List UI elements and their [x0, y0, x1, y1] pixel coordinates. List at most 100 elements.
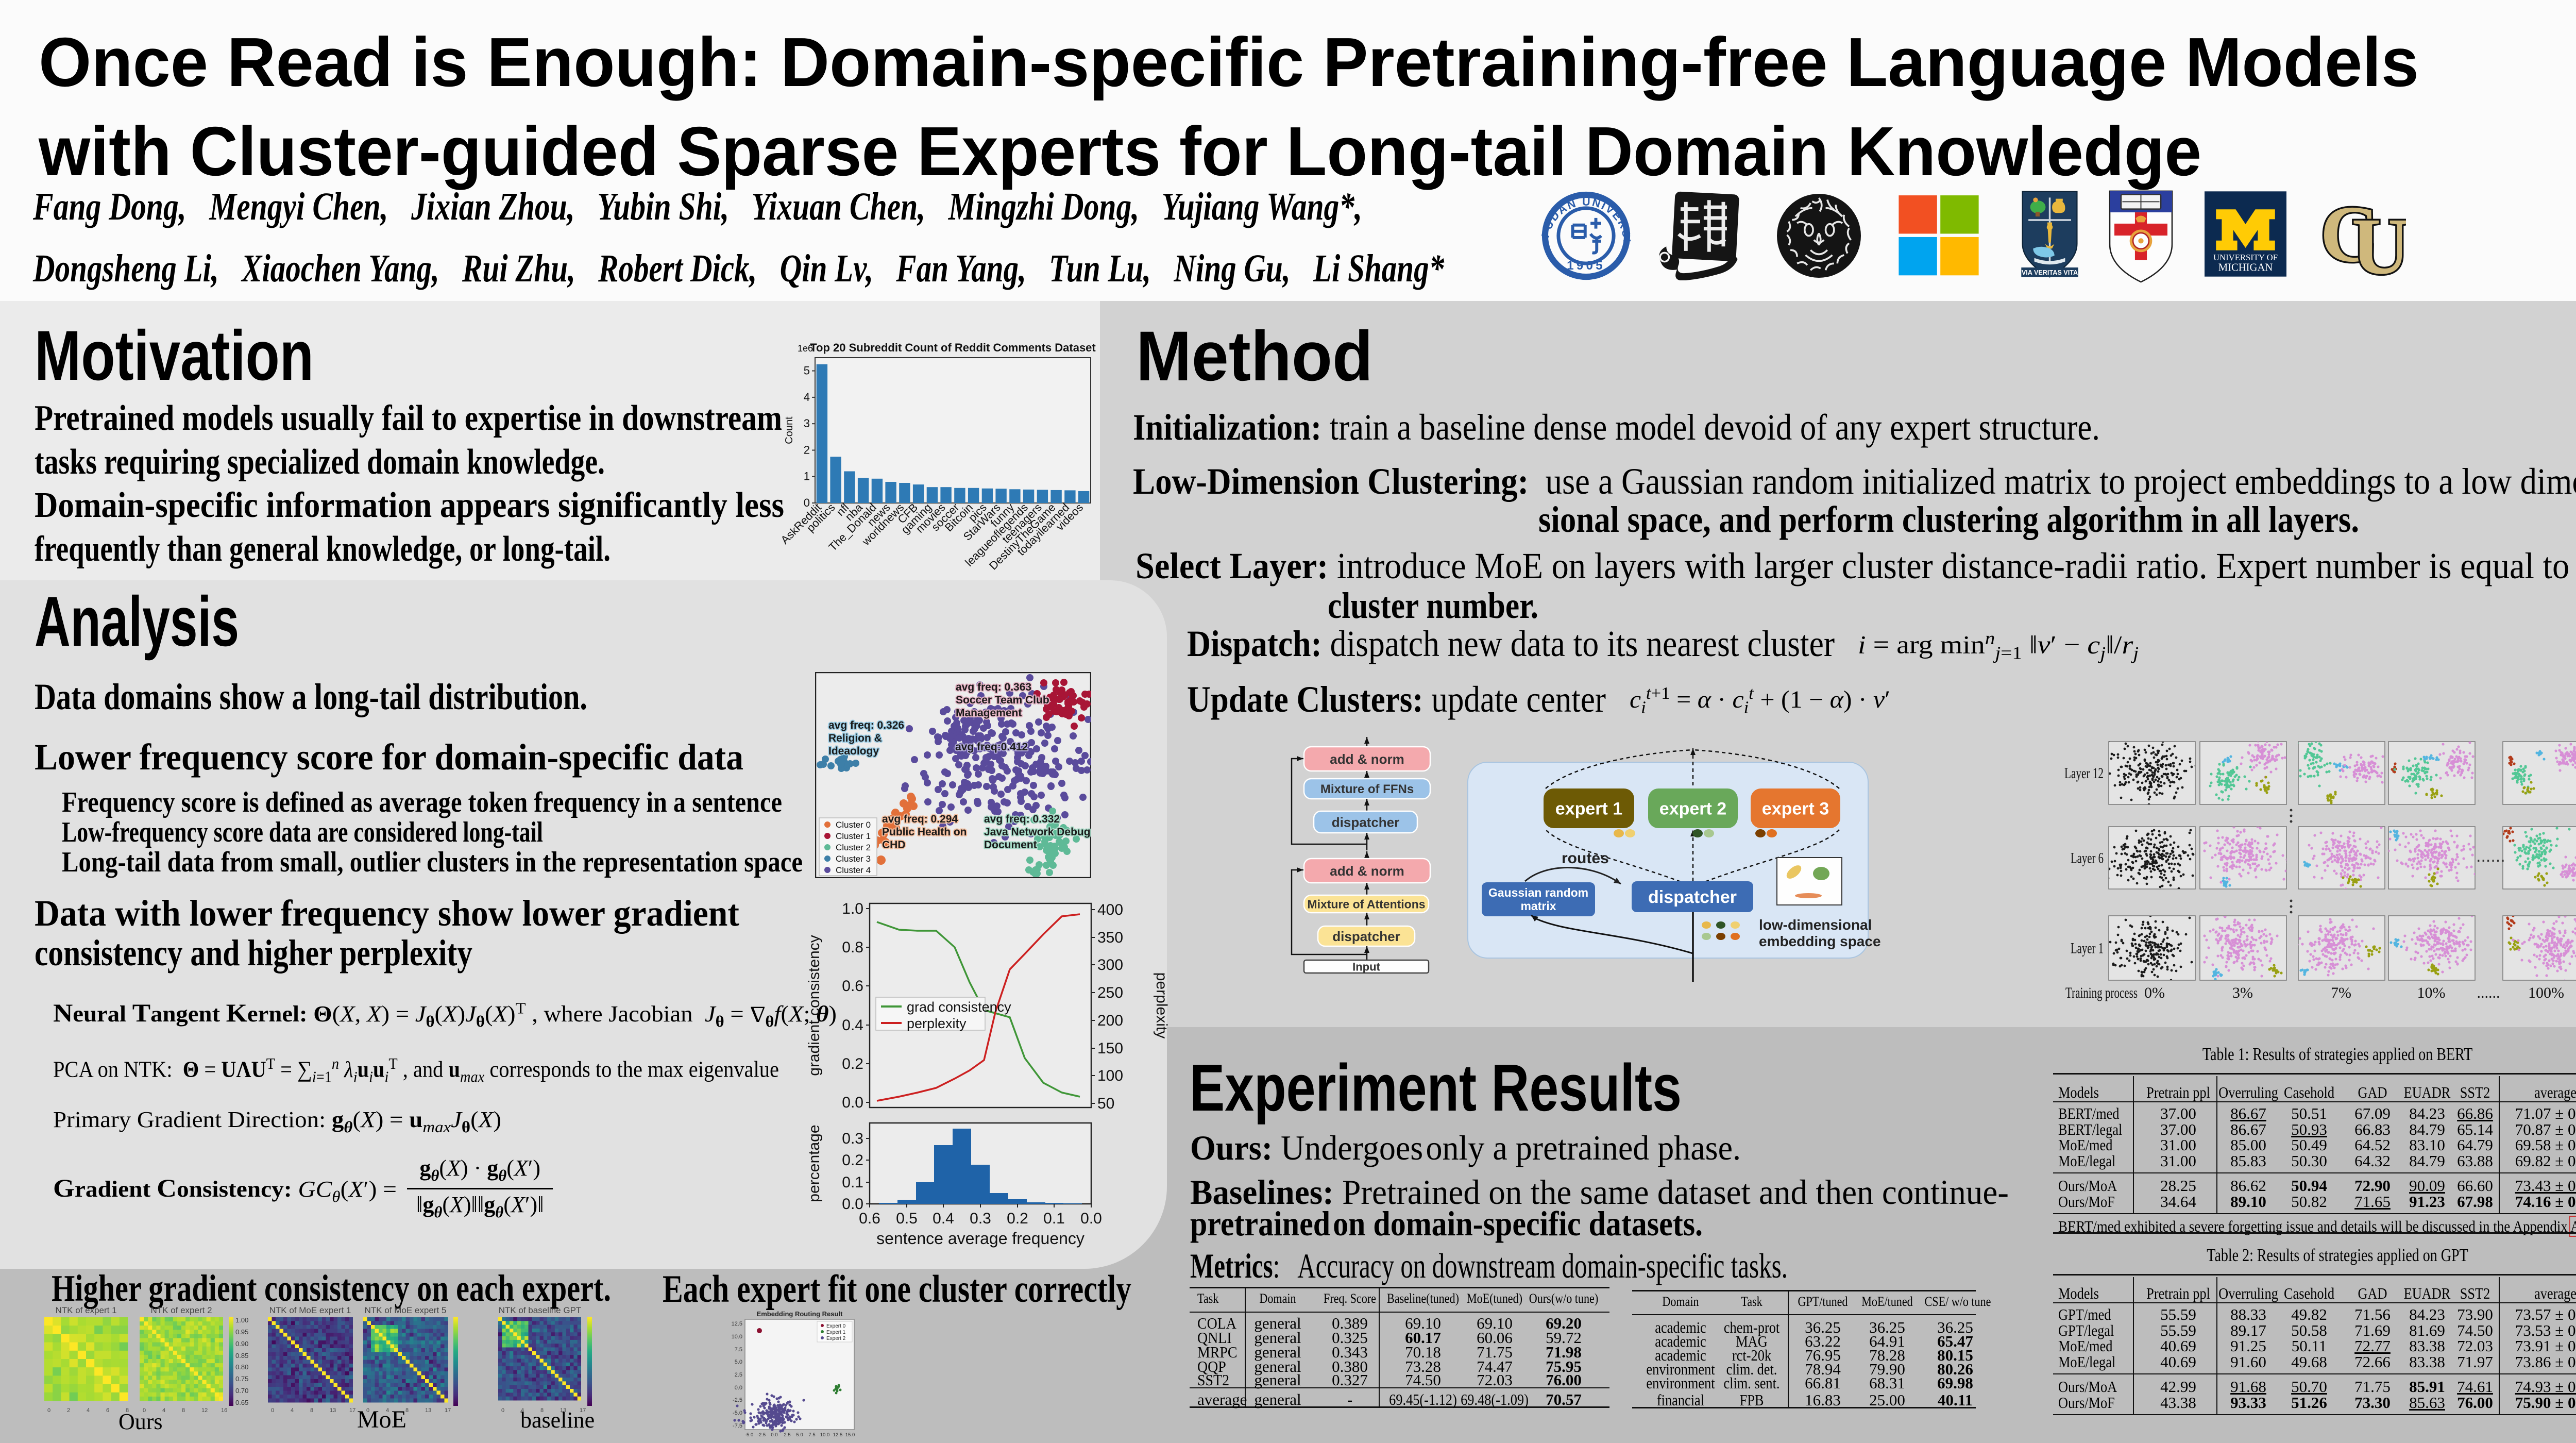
- svg-text:Mixture of FFNs: Mixture of FFNs: [1320, 782, 1414, 796]
- svg-text:Mixture of Attentions: Mixture of Attentions: [1307, 897, 1425, 911]
- svg-text:matrix: matrix: [1520, 899, 1556, 913]
- svg-text:Ideaology: Ideaology: [828, 745, 879, 757]
- svg-text:12: 12: [201, 1407, 208, 1414]
- svg-text:4: 4: [291, 1407, 294, 1414]
- svg-text:0.2: 0.2: [842, 1152, 863, 1169]
- svg-text:4: 4: [804, 391, 810, 404]
- svg-text:perplexity: perplexity: [907, 1016, 967, 1031]
- svg-text:Gaussian random: Gaussian random: [1488, 886, 1588, 899]
- svg-text:350: 350: [1097, 929, 1123, 946]
- svg-text:0.0: 0.0: [1080, 1210, 1102, 1227]
- svg-text:grad consistency: grad consistency: [907, 999, 1011, 1015]
- svg-text:0.2: 0.2: [842, 1055, 863, 1072]
- svg-text:50: 50: [1097, 1095, 1114, 1112]
- svg-text:0.0: 0.0: [771, 1432, 777, 1438]
- svg-text:150: 150: [1097, 1040, 1123, 1057]
- svg-text:Expert 2: Expert 2: [826, 1336, 846, 1341]
- svg-text:0.5: 0.5: [896, 1210, 918, 1227]
- svg-text:5.0: 5.0: [735, 1359, 742, 1365]
- svg-text:add & norm: add & norm: [1330, 863, 1404, 879]
- svg-text:7.5: 7.5: [808, 1432, 815, 1438]
- svg-text:Public Health on: Public Health on: [882, 826, 967, 838]
- svg-text:dispatcher: dispatcher: [1648, 887, 1737, 907]
- svg-text:17: 17: [445, 1407, 451, 1414]
- svg-text:Expert 1: Expert 1: [826, 1330, 846, 1335]
- svg-text:1e6: 1e6: [798, 343, 813, 354]
- svg-text:expert 3: expert 3: [1762, 799, 1829, 819]
- svg-text:-5.0: -5.0: [733, 1410, 742, 1416]
- svg-text:Document: Document: [984, 839, 1037, 851]
- svg-text:8: 8: [126, 1407, 129, 1414]
- svg-text:Embedding Routing Result: Embedding Routing Result: [757, 1310, 843, 1318]
- svg-text:8: 8: [182, 1407, 185, 1414]
- svg-text:0.75: 0.75: [235, 1375, 248, 1383]
- svg-text:0: 0: [271, 1407, 274, 1414]
- svg-text:0.0: 0.0: [842, 1196, 863, 1213]
- svg-text:250: 250: [1097, 984, 1123, 1001]
- svg-text:Top 20 Subreddit Count of Redd: Top 20 Subreddit Count of Reddit Comment…: [810, 341, 1096, 354]
- svg-text:10.0: 10.0: [820, 1432, 830, 1438]
- svg-text:Java Network Debug: Java Network Debug: [984, 826, 1091, 838]
- svg-text:-2.5: -2.5: [757, 1432, 766, 1438]
- svg-text:16: 16: [221, 1407, 227, 1414]
- svg-text:perplexity: perplexity: [1153, 972, 1170, 1038]
- svg-text:5.0: 5.0: [796, 1432, 803, 1438]
- svg-text:-5.0: -5.0: [745, 1432, 753, 1438]
- svg-text:0.65: 0.65: [235, 1399, 248, 1406]
- svg-text:10.0: 10.0: [732, 1334, 742, 1340]
- svg-text:200: 200: [1097, 1012, 1123, 1029]
- svg-text:avg freq:0.412: avg freq:0.412: [955, 741, 1028, 753]
- svg-text:Religion &: Religion &: [828, 732, 882, 744]
- svg-text:13: 13: [425, 1407, 431, 1414]
- svg-text:Cluster 2: Cluster 2: [836, 843, 871, 852]
- svg-text:4: 4: [521, 1407, 524, 1414]
- svg-text:Expert 0: Expert 0: [826, 1323, 846, 1329]
- svg-text:17: 17: [349, 1407, 355, 1414]
- svg-text:2: 2: [67, 1407, 70, 1414]
- svg-text:expert 2: expert 2: [1659, 799, 1726, 819]
- svg-text:0.1: 0.1: [842, 1174, 863, 1191]
- svg-text:avg freq: 0.326: avg freq: 0.326: [828, 719, 904, 731]
- svg-text:routes: routes: [1562, 850, 1609, 867]
- svg-text:Cluster 3: Cluster 3: [836, 854, 871, 864]
- svg-text:4: 4: [87, 1407, 90, 1414]
- svg-text:CHD: CHD: [882, 839, 906, 851]
- svg-text:0.6: 0.6: [859, 1210, 880, 1227]
- svg-text:0: 0: [804, 496, 810, 509]
- svg-text:2: 2: [804, 444, 810, 457]
- svg-text:3: 3: [804, 417, 810, 430]
- svg-text:percentage: percentage: [806, 1125, 823, 1202]
- svg-text:0.8: 0.8: [842, 939, 863, 956]
- svg-text:100: 100: [1097, 1067, 1123, 1084]
- svg-text:13: 13: [560, 1407, 566, 1414]
- svg-text:12.5: 12.5: [732, 1321, 742, 1327]
- svg-text:2.5: 2.5: [784, 1432, 790, 1438]
- svg-text:0.6: 0.6: [842, 978, 863, 995]
- svg-text:low-dimensional: low-dimensional: [1759, 917, 1872, 933]
- svg-text:1: 1: [804, 470, 810, 483]
- svg-text:add & norm: add & norm: [1330, 751, 1404, 767]
- svg-text:0.90: 0.90: [235, 1340, 248, 1348]
- svg-text:13: 13: [330, 1407, 336, 1414]
- svg-text:Count: Count: [784, 416, 795, 444]
- svg-text:0.4: 0.4: [933, 1210, 954, 1227]
- svg-text:4: 4: [162, 1407, 165, 1414]
- svg-text:1.00: 1.00: [235, 1317, 248, 1324]
- svg-text:0: 0: [47, 1407, 50, 1414]
- svg-text:sentence average frequency: sentence average frequency: [876, 1229, 1084, 1248]
- svg-text:300: 300: [1097, 957, 1123, 974]
- svg-text:400: 400: [1097, 901, 1123, 918]
- svg-text:0.2: 0.2: [1007, 1210, 1028, 1227]
- svg-text:Cluster 1: Cluster 1: [836, 831, 871, 841]
- svg-text:Input: Input: [1352, 960, 1380, 973]
- svg-text:-2.5: -2.5: [733, 1397, 742, 1403]
- svg-text:0: 0: [143, 1407, 146, 1414]
- svg-text:2.5: 2.5: [735, 1372, 742, 1378]
- svg-text:8: 8: [540, 1407, 544, 1414]
- svg-text:0.0: 0.0: [842, 1094, 863, 1111]
- svg-text:0.70: 0.70: [235, 1387, 248, 1395]
- svg-text:8: 8: [310, 1407, 313, 1414]
- svg-text:5: 5: [804, 364, 810, 377]
- svg-text:15.0: 15.0: [845, 1432, 855, 1438]
- svg-text:avg freq: 0.363: avg freq: 0.363: [956, 681, 1031, 693]
